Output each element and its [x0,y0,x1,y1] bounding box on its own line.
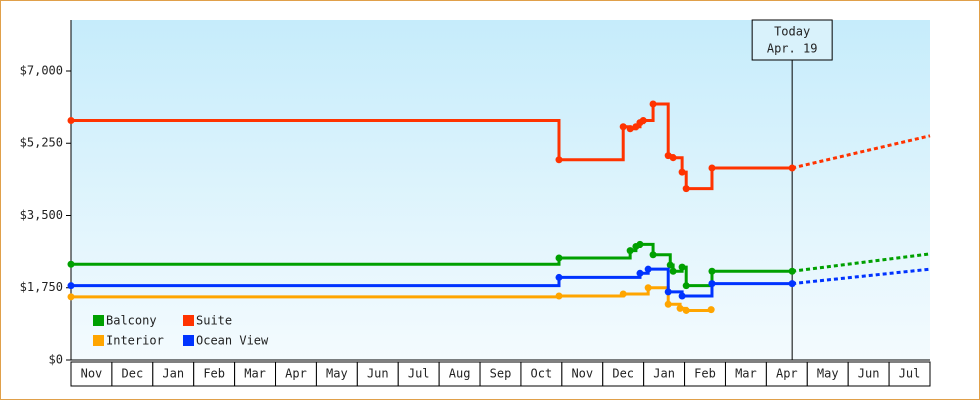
x-tick-label: Nov [81,367,103,381]
point [619,290,627,298]
point [626,125,634,133]
y-tick-label: $1,750 [20,280,63,294]
point [644,265,652,273]
point [636,269,644,277]
point [788,267,796,275]
point [626,247,634,255]
month-cell [234,361,277,387]
month-cell [438,361,481,387]
legend-swatch [93,315,104,326]
y-tick-label: $5,250 [20,136,63,150]
x-tick-label: Mar [735,367,757,381]
x-tick-label: Mar [244,367,266,381]
point [708,267,716,275]
month-cell [806,361,849,387]
month-cell [765,361,808,387]
x-tick-label: Jan [653,367,675,381]
forecast-line [791,267,931,286]
month-cell [111,361,154,387]
point [664,288,672,296]
point [678,263,686,271]
point [666,261,674,269]
today-box [751,19,833,61]
x-tick-label: May [817,367,839,381]
plot-area [71,20,930,360]
step-line [71,267,793,298]
month-cell [70,361,113,387]
legend-label: Balcony [106,314,157,328]
month-cell [193,361,236,387]
point [619,123,627,131]
point [678,292,686,300]
x-tick-label: Jun [367,367,389,381]
month-cell [684,361,726,387]
point [678,168,686,176]
point [649,251,657,259]
point [669,154,677,162]
point [708,164,716,172]
x-tick-label: Apr [776,367,798,381]
x-tick-label: Nov [571,367,593,381]
x-tick-label: Jan [162,367,184,381]
legend-label: Ocean View [196,334,269,348]
month-cell [561,361,604,387]
point [639,117,647,125]
point [649,100,657,108]
month-cell [520,361,563,387]
legend-label: Interior [106,334,164,348]
x-tick-label: Apr [285,367,307,381]
point [676,304,684,312]
point [682,185,690,193]
legend-swatch [183,315,194,326]
x-tick-label: Dec [122,367,144,381]
point [67,293,75,301]
point [67,117,75,125]
point [682,306,690,314]
x-tick-label: May [326,367,348,381]
y-tick-label: $0 [49,353,63,367]
x-tick-label: Aug [449,367,471,381]
point [555,156,563,164]
month-cell [356,361,399,387]
point [788,164,796,172]
point [555,292,563,300]
point [644,284,652,292]
point [669,267,677,275]
x-tick-label: Feb [203,367,225,381]
legend-label: Suite [196,314,232,328]
today-date: Apr. 19 [767,42,818,56]
today-label: Today [774,25,810,39]
point [708,280,716,288]
point [555,273,563,281]
month-cell [643,361,686,387]
x-tick-label: Feb [694,367,716,381]
point [555,254,563,262]
step-line [71,242,793,288]
legend-swatch [93,335,104,346]
y-tick-label: $7,000 [20,63,63,77]
x-tick-label: Dec [612,367,634,381]
point [636,240,644,248]
point [707,306,715,314]
x-tick-label: Jul [408,367,430,381]
forecast-line [791,134,931,170]
point [664,300,672,308]
point [67,260,75,268]
x-tick-label: Sep [490,367,512,381]
legend-swatch [183,335,194,346]
month-cell [888,361,931,387]
x-tick-label: Jun [858,367,880,381]
month-cell [847,361,890,387]
y-tick-label: $3,500 [20,208,63,222]
forecast-line [791,252,931,273]
x-tick-label: Oct [531,367,553,381]
month-cell [152,361,195,387]
point [67,282,75,290]
x-tick-label: Jul [899,367,921,381]
point [682,282,690,290]
point [788,280,796,288]
